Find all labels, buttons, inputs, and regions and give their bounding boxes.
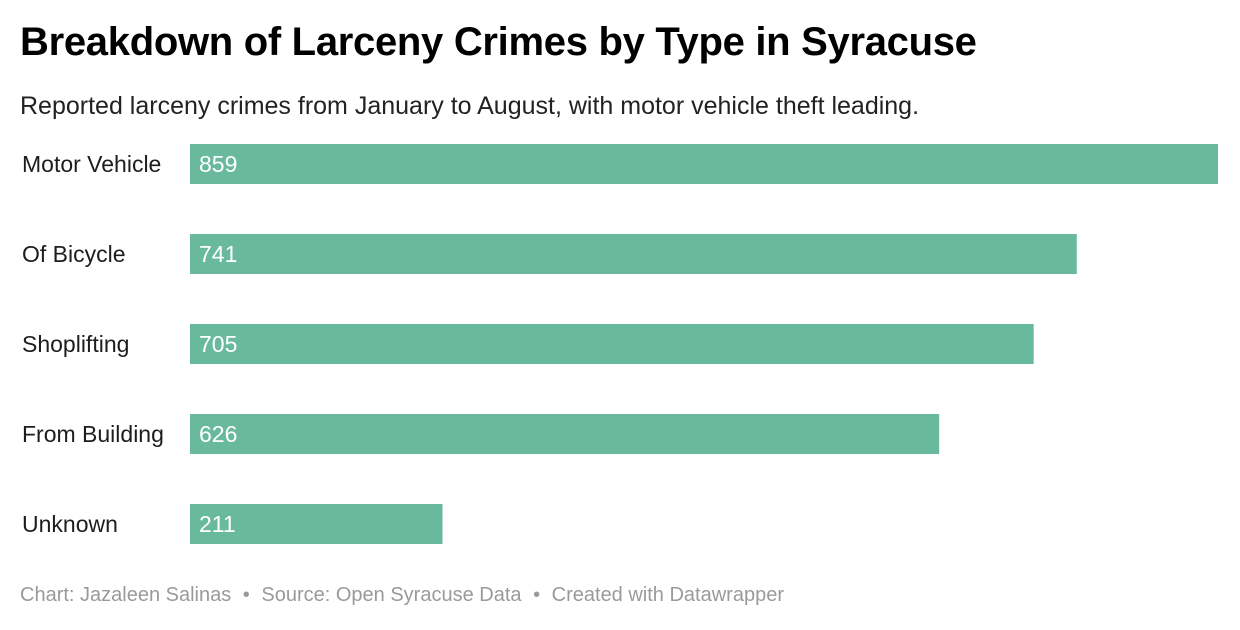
category-label: Shoplifting: [22, 331, 129, 357]
credit-text: Chart: Jazaleen Salinas: [20, 584, 232, 606]
chart-subtitle: Reported larceny crimes from January to …: [20, 92, 920, 120]
bar-row: From Building 626: [22, 414, 940, 454]
footer-separator: •: [533, 584, 541, 606]
value-label: 741: [199, 241, 237, 267]
category-label: Motor Vehicle: [22, 151, 161, 177]
bar-row: Of Bicycle 741: [22, 234, 1077, 274]
source-text: Source: Open Syracuse Data: [261, 584, 522, 606]
category-label: Unknown: [22, 511, 118, 537]
value-label: 626: [199, 421, 237, 447]
tool-credit-text: Created with Datawrapper: [551, 584, 784, 606]
bar: [190, 414, 940, 454]
footer-separator: •: [242, 584, 250, 606]
value-label: 705: [199, 331, 237, 357]
bar: [190, 324, 1034, 364]
value-label: 859: [199, 151, 237, 177]
chart-footer: Chart: Jazaleen Salinas • Source: Open S…: [20, 584, 784, 607]
bar-row: Motor Vehicle 859: [22, 144, 1218, 184]
bar: [190, 144, 1218, 184]
bar: [190, 234, 1077, 274]
bar-row: Shoplifting 705: [22, 324, 1034, 364]
value-label: 211: [199, 511, 236, 537]
bar: [190, 504, 443, 544]
bar-row: Unknown 211: [22, 504, 443, 544]
bar-chart: Motor Vehicle 859 Of Bicycle 741 Shoplifting…: [22, 144, 1218, 544]
chart-title: Breakdown of Larceny Crimes by Type in S…: [20, 20, 977, 64]
category-label: Of Bicycle: [22, 241, 126, 267]
category-label: From Building: [22, 421, 164, 447]
